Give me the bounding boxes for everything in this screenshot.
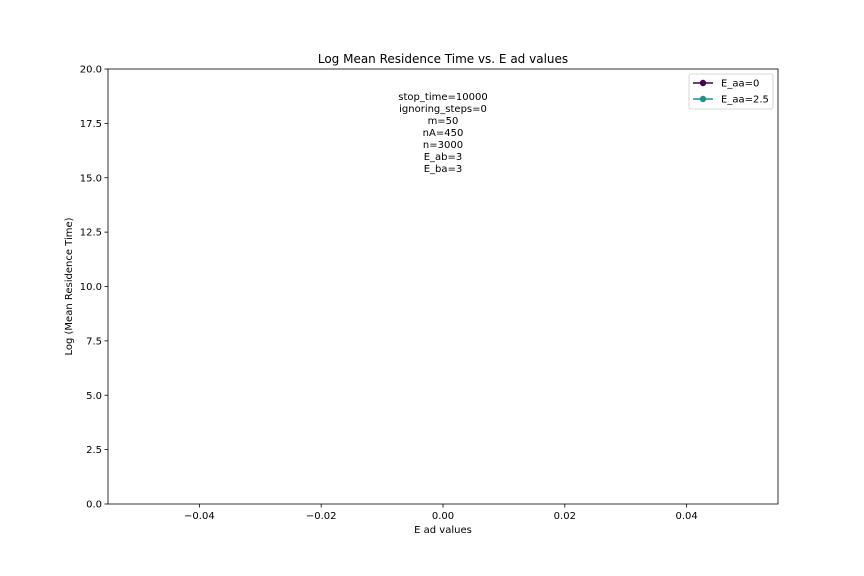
x-tick-label: −0.04 <box>184 511 215 522</box>
y-tick-label: 17.5 <box>80 119 102 130</box>
y-tick-label: 15.0 <box>80 173 102 184</box>
annotation-line: nA=450 <box>423 128 464 139</box>
legend-label-1: E_aa=2.5 <box>721 95 769 106</box>
chart-title: Log Mean Residence Time vs. E ad values <box>318 52 568 66</box>
y-axis-ticks: 0.0 2.5 5.0 7.5 10.0 12.5 15.0 17.5 20.0 <box>80 65 108 511</box>
legend-marker-0 <box>699 79 707 87</box>
x-axis-label: E ad values <box>414 525 472 536</box>
y-axis-label: Log (Mean Residence Time) <box>64 217 75 355</box>
annotation-line: m=50 <box>428 116 459 127</box>
y-tick-label: 20.0 <box>80 65 102 76</box>
legend-marker-1 <box>699 95 707 103</box>
y-tick-label: 7.5 <box>86 336 102 347</box>
x-tick-label: 0.02 <box>554 511 576 522</box>
y-tick-label: 2.5 <box>86 445 102 456</box>
annotation-line: E_ab=3 <box>424 152 463 163</box>
annotation-line: stop_time=10000 <box>398 92 487 103</box>
x-tick-label: 0.04 <box>676 511 698 522</box>
y-tick-label: 0.0 <box>86 500 102 511</box>
x-axis-ticks: −0.04 −0.02 0.00 0.02 0.04 <box>184 504 698 522</box>
annotation-line: E_ba=3 <box>424 164 463 175</box>
plot-area-frame <box>107 68 779 505</box>
legend: E_aa=0 E_aa=2.5 <box>688 73 774 110</box>
parameter-annotation: stop_time=10000ignoring_steps=0m=50nA=45… <box>398 92 487 175</box>
y-tick-label: 10.0 <box>80 282 102 293</box>
y-tick-label: 12.5 <box>80 228 102 239</box>
x-tick-label: 0.00 <box>432 511 454 522</box>
x-tick-label: −0.02 <box>306 511 337 522</box>
annotation-line: ignoring_steps=0 <box>399 104 487 115</box>
annotation-line: n=3000 <box>423 140 463 151</box>
legend-label-0: E_aa=0 <box>721 79 759 90</box>
y-tick-label: 5.0 <box>86 391 102 402</box>
